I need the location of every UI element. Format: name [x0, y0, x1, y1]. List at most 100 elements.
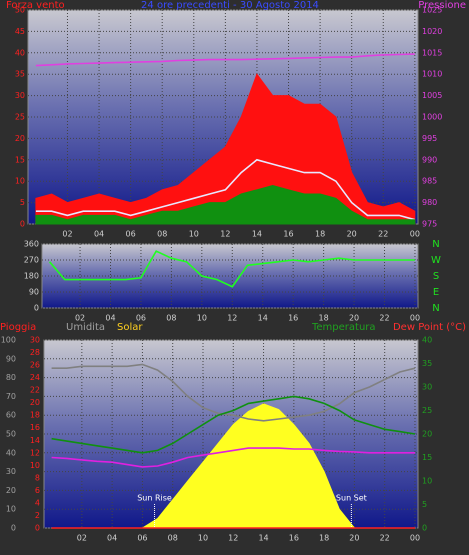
- x-tick-label: 06: [126, 230, 136, 239]
- x-tick-label: 22: [379, 314, 389, 323]
- y-tick-label: 0: [422, 524, 427, 533]
- y-tick-label: 25: [15, 113, 25, 122]
- area: [35, 184, 416, 225]
- x-tick-label: 02: [77, 534, 87, 543]
- y-tick-label: 50: [15, 6, 25, 15]
- y-tick-label: 100: [1, 336, 16, 345]
- y-tick-label: 6: [35, 486, 40, 495]
- y-tick-label: S: [433, 271, 439, 282]
- y-tick-label: 12: [30, 448, 40, 457]
- y-tick-label: 5: [20, 198, 25, 207]
- y-tick-label: 20: [30, 398, 40, 407]
- y-tick-label: 10: [6, 505, 16, 514]
- x-tick-label: 00: [410, 314, 420, 323]
- y-tick-label: E: [433, 287, 439, 298]
- y-tick-label: 90: [6, 354, 16, 363]
- axis-label: Solar: [117, 322, 143, 333]
- y-tick-label: 1025: [422, 6, 442, 15]
- y-tick-label: 80: [6, 373, 16, 382]
- plot-area: [41, 243, 419, 309]
- line: [51, 363, 416, 422]
- y-tick-label: 0: [20, 220, 25, 229]
- y-tick-label: 1000: [422, 113, 442, 122]
- y-tick-label: 20: [422, 430, 432, 439]
- y-tick-label: 20: [6, 486, 16, 495]
- y-tick-label: 0: [35, 524, 40, 533]
- y-tick-label: 35: [15, 70, 25, 79]
- x-tick-label: 14: [258, 314, 268, 323]
- y-tick-label: 30: [422, 383, 432, 392]
- y-tick-label: 90: [29, 288, 39, 297]
- y-tick-label: 360: [24, 240, 39, 249]
- y-tick-label: 5: [422, 500, 427, 509]
- line: [35, 158, 416, 221]
- y-tick-label: 18: [30, 411, 40, 420]
- axis-label: Dew Point (°C): [393, 322, 466, 333]
- x-tick-label: 10: [189, 230, 199, 239]
- y-tick-label: N: [432, 303, 439, 314]
- annotation: Sun Rise: [137, 494, 172, 503]
- axis-label: Umidita: [66, 322, 105, 333]
- y-tick-label: 60: [6, 411, 16, 420]
- y-tick-label: 10: [15, 177, 25, 186]
- y-tick-label: 70: [6, 392, 16, 401]
- y-tick-label: 16: [30, 423, 40, 432]
- x-tick-label: 08: [157, 230, 167, 239]
- x-tick-label: 04: [105, 314, 115, 323]
- y-tick-label: 985: [422, 177, 437, 186]
- x-tick-label: 22: [380, 534, 390, 543]
- y-tick-label: 0: [34, 304, 39, 313]
- x-tick-label: 14: [252, 230, 262, 239]
- y-tick-label: 995: [422, 134, 437, 143]
- line: [51, 447, 415, 468]
- y-tick-label: 45: [15, 27, 25, 36]
- x-tick-label: 06: [137, 534, 147, 543]
- x-tick-label: 16: [289, 534, 299, 543]
- y-tick-label: 30: [30, 336, 40, 345]
- y-tick-label: 270: [24, 256, 39, 265]
- y-tick-label: 8: [35, 473, 40, 482]
- y-tick-label: 1020: [422, 27, 442, 36]
- line: [48, 250, 415, 288]
- y-tick-label: W: [431, 255, 441, 266]
- x-tick-label: 04: [107, 534, 117, 543]
- y-tick-label: 28: [30, 348, 40, 357]
- y-tick-label: 1005: [422, 91, 442, 100]
- y-tick-label: 990: [422, 155, 437, 164]
- annotation: Sun Set: [336, 494, 367, 503]
- y-tick-label: 15: [15, 155, 25, 164]
- x-tick-label: 16: [288, 314, 298, 323]
- x-tick-label: 10: [197, 314, 207, 323]
- axis-label: Pressione: [418, 0, 466, 11]
- y-tick-label: 15: [422, 453, 432, 462]
- y-tick-label: 975: [422, 220, 437, 229]
- axis-label: Forza vento: [6, 0, 65, 11]
- y-tick-label: 25: [422, 406, 432, 415]
- y-tick-label: 40: [15, 48, 25, 57]
- y-tick-label: 1015: [422, 48, 442, 57]
- y-tick-label: 2: [35, 511, 40, 520]
- y-tick-label: 10: [30, 461, 40, 470]
- y-tick-label: 180: [24, 272, 39, 281]
- x-tick-label: 08: [166, 314, 176, 323]
- y-tick-label: N: [432, 239, 439, 250]
- y-tick-label: 50: [6, 430, 16, 439]
- x-tick-label: 18: [319, 314, 329, 323]
- y-tick-label: 40: [422, 336, 432, 345]
- y-tick-label: 22: [30, 386, 40, 395]
- x-tick-label: 22: [378, 230, 388, 239]
- y-tick-label: 35: [422, 359, 432, 368]
- x-tick-label: 12: [220, 230, 230, 239]
- axis-label: Temperatura: [311, 322, 376, 333]
- x-tick-label: 20: [349, 534, 359, 543]
- x-tick-label: 08: [168, 534, 178, 543]
- x-tick-label: 06: [136, 314, 146, 323]
- area: [35, 73, 416, 225]
- y-tick-label: 26: [30, 361, 40, 370]
- x-tick-label: 18: [315, 230, 325, 239]
- x-tick-label: 04: [94, 230, 104, 239]
- line: [51, 395, 416, 454]
- x-tick-label: 16: [283, 230, 293, 239]
- y-tick-label: 40: [6, 448, 16, 457]
